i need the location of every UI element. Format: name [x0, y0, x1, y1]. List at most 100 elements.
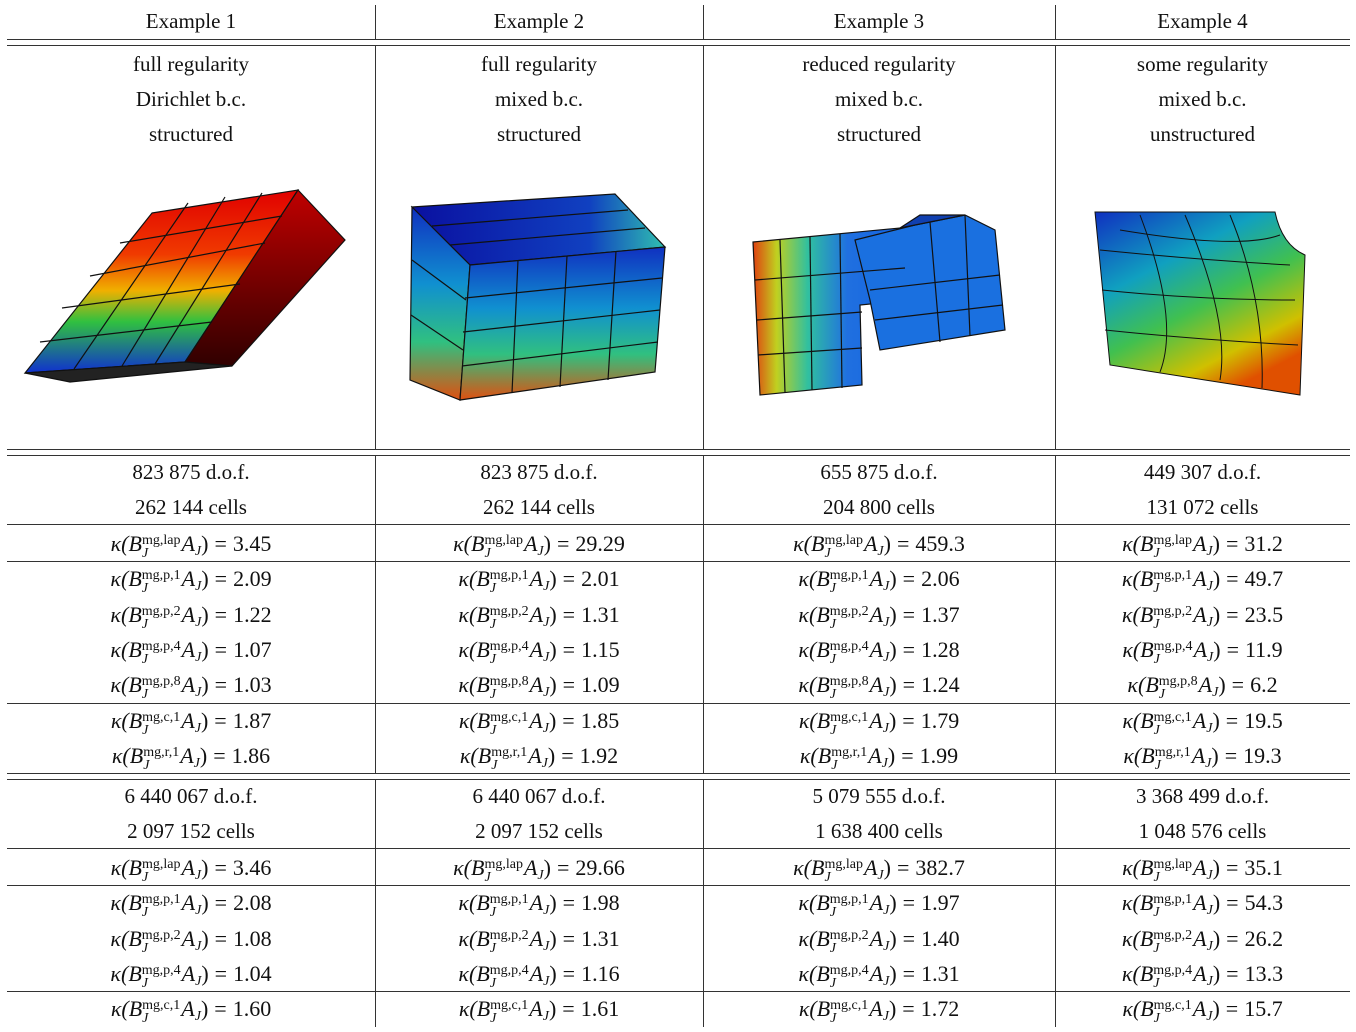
subscript: J: [830, 905, 836, 920]
matrix: A: [869, 708, 882, 733]
matrix: A: [1193, 531, 1206, 556]
condition-number: 1.92: [580, 743, 619, 768]
subscript: J: [142, 905, 148, 920]
close-paren: ): [201, 602, 208, 627]
indices: mg,p,8J: [1159, 675, 1198, 701]
equals: =: [561, 743, 573, 768]
subscript: J: [491, 758, 497, 773]
matrix: A: [182, 926, 195, 951]
subscript: J: [490, 905, 496, 920]
condition-number: 2.01: [581, 566, 620, 591]
preconditioner: B: [1140, 566, 1153, 591]
kappa: κ(: [799, 996, 817, 1021]
subscript: J: [830, 617, 836, 632]
equals: =: [903, 672, 915, 697]
close-paren: ): [1213, 961, 1220, 986]
close-paren: ): [1213, 531, 1220, 556]
cell-count: 1 048 576 cells: [1055, 819, 1350, 843]
rule: [7, 991, 1350, 992]
subscript: J: [490, 1011, 496, 1026]
kappa: κ(: [111, 708, 129, 733]
preconditioner: B: [816, 672, 829, 697]
close-paren: ): [201, 672, 208, 697]
indices: mg,r,1J: [491, 746, 527, 772]
subscript: J: [1153, 870, 1159, 885]
kappa: κ(: [459, 996, 477, 1021]
close-paren: ): [201, 566, 208, 591]
kappa: κ(: [1122, 602, 1140, 627]
subscript: J: [830, 652, 836, 667]
equals: =: [563, 637, 575, 662]
description: Dirichlet b.c.: [7, 87, 375, 111]
dof-count: 5 079 555 d.o.f.: [703, 784, 1055, 808]
preconditioner: B: [128, 926, 141, 951]
close-paren: ): [544, 855, 551, 880]
kappa: κ(: [798, 961, 816, 986]
condition-number: 1.04: [233, 961, 272, 986]
kappa: κ(: [111, 531, 129, 556]
matrix: A: [182, 566, 195, 591]
equals: =: [1232, 672, 1244, 697]
equals: =: [1226, 926, 1238, 951]
close-paren: ): [201, 890, 208, 915]
formula-cell: κ(Bmg,c,1JAJ)=1.60: [7, 994, 375, 1032]
condition-number: 3.46: [233, 855, 272, 880]
subscript: J: [142, 1011, 148, 1026]
indices: mg,p,8J: [142, 675, 181, 701]
equals: =: [1226, 531, 1238, 556]
preconditioner: B: [129, 855, 142, 880]
condition-number: 31.2: [1244, 531, 1283, 556]
matrix: A: [1193, 566, 1206, 591]
description: mixed b.c.: [1055, 87, 1350, 111]
kappa: κ(: [1122, 926, 1140, 951]
kappa: κ(: [1123, 743, 1141, 768]
matrix: A: [1193, 602, 1206, 627]
cell-count: 2 097 152 cells: [7, 819, 375, 843]
indices: mg,c,1J: [490, 711, 528, 737]
condition-number: 19.5: [1244, 708, 1283, 733]
dof-count: 6 440 067 d.o.f.: [7, 784, 375, 808]
condition-number: 15.7: [1244, 996, 1283, 1021]
cell-count: 1 638 400 cells: [703, 819, 1055, 843]
preconditioner: B: [811, 855, 824, 880]
matrix: A: [529, 708, 542, 733]
condition-number: 1.24: [921, 672, 960, 697]
close-paren: ): [889, 672, 896, 697]
kappa: κ(: [458, 890, 476, 915]
cell-count: 131 072 cells: [1055, 495, 1350, 519]
description: reduced regularity: [703, 52, 1055, 76]
matrix: A: [1194, 637, 1207, 662]
rule: [7, 848, 1350, 849]
subscript: J: [830, 687, 836, 702]
formula-cell: κ(Bmg,p,2JAJ)=1.31: [375, 600, 703, 638]
condition-number: 1.15: [581, 637, 620, 662]
equals: =: [215, 890, 227, 915]
condition-number: 1.31: [921, 961, 960, 986]
condition-number: 382.7: [915, 855, 965, 880]
preconditioner: B: [476, 637, 489, 662]
condition-number: 1.08: [233, 926, 272, 951]
column-rule: [1055, 779, 1056, 1027]
rule: [7, 449, 1350, 450]
condition-number: 1.87: [233, 708, 272, 733]
subscript: J: [1154, 1011, 1160, 1026]
condition-number: 1.16: [581, 961, 620, 986]
close-paren: ): [1213, 926, 1220, 951]
preconditioner: B: [129, 531, 142, 556]
close-paren: ): [201, 855, 208, 880]
kappa: κ(: [110, 890, 128, 915]
indices: mg,p,4J: [1154, 640, 1193, 666]
indices: mg,r,1J: [1155, 746, 1191, 772]
column-rule: [703, 779, 704, 1027]
example-1-mesh: [25, 190, 345, 382]
subscript: J: [484, 546, 490, 561]
example-3-mesh: [753, 215, 1005, 395]
rule: [7, 45, 1350, 46]
close-paren: ): [549, 566, 556, 591]
column-header: Example 3: [703, 9, 1055, 33]
equals: =: [215, 926, 227, 951]
subscript: J: [484, 870, 490, 885]
